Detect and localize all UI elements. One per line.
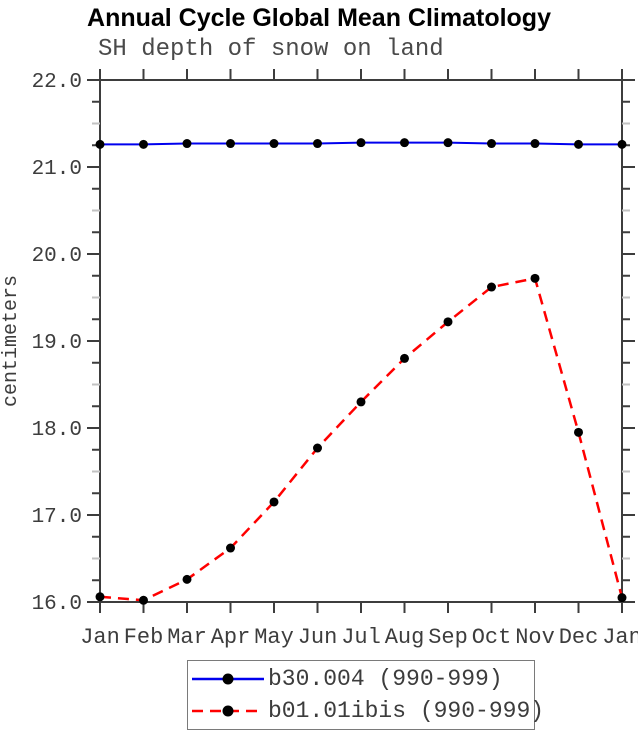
x-tick-label: Feb — [124, 625, 164, 650]
data-point — [226, 543, 235, 553]
data-point — [400, 138, 409, 148]
data-point — [95, 139, 105, 149]
x-tick-label: Jun — [298, 625, 338, 650]
data-point — [617, 593, 627, 603]
legend-line-sample-dashed — [192, 705, 264, 717]
y-tick-label: 17.0 — [32, 506, 82, 529]
x-tick-label: Sep — [428, 625, 468, 650]
data-point — [356, 138, 366, 148]
data-point — [356, 397, 366, 407]
data-point — [95, 592, 105, 602]
legend-box: b30.004 (990-999) b01.01ibis (990-999) — [187, 660, 544, 730]
legend-sample-marker — [222, 673, 234, 685]
data-point — [443, 138, 453, 148]
legend-line-sample-solid — [192, 673, 264, 685]
data-point — [487, 139, 496, 149]
data-point — [574, 427, 583, 437]
data-point — [574, 139, 583, 149]
data-point — [487, 282, 496, 292]
x-tick-label: Oct — [472, 625, 512, 650]
x-tick-label: Aug — [385, 625, 425, 650]
y-tick-label: 18.0 — [32, 419, 82, 442]
x-tick-label: Mar — [167, 625, 207, 650]
legend-row: b01.01ibis (990-999) — [190, 697, 544, 725]
data-point — [226, 139, 235, 149]
x-tick-label: Jul — [341, 625, 381, 650]
data-point — [530, 139, 540, 149]
x-tick-label: Jan — [602, 625, 638, 650]
legend-label: b01.01ibis (990-999) — [268, 697, 545, 724]
y-tick-label: 16.0 — [32, 593, 82, 616]
y-tick-label: 21.0 — [32, 158, 82, 181]
x-tick-label: May — [254, 625, 294, 650]
data-point — [617, 139, 627, 149]
y-axis-label: centimeters — [0, 275, 23, 407]
chart-title: Annual Cycle Global Mean Climatology — [87, 4, 551, 32]
legend-label: b30.004 (990-999) — [268, 665, 503, 692]
data-point — [182, 574, 192, 584]
data-point — [443, 317, 453, 327]
x-tick-label: Jan — [80, 625, 120, 650]
series-line-1 — [99, 276, 624, 602]
y-tick-label: 19.0 — [32, 332, 82, 355]
data-point — [313, 443, 322, 453]
data-point — [269, 497, 279, 507]
data-point — [182, 139, 192, 149]
data-point — [139, 595, 148, 605]
data-point — [530, 273, 540, 283]
y-tick-label: 20.0 — [32, 245, 82, 268]
legend-sample-marker — [222, 705, 234, 717]
chart-subtitle: SH depth of snow on land — [98, 36, 444, 63]
plot-frame — [99, 79, 623, 603]
data-point — [313, 139, 322, 149]
data-point — [269, 139, 279, 149]
x-tick-label: Nov — [515, 625, 555, 650]
data-point — [139, 139, 148, 149]
legend-row: b30.004 (990-999) — [190, 665, 534, 693]
y-tick-label: 22.0 — [32, 71, 82, 94]
x-tick-label: Dec — [559, 625, 599, 650]
data-point — [400, 353, 409, 363]
x-tick-label: Apr — [211, 625, 251, 650]
